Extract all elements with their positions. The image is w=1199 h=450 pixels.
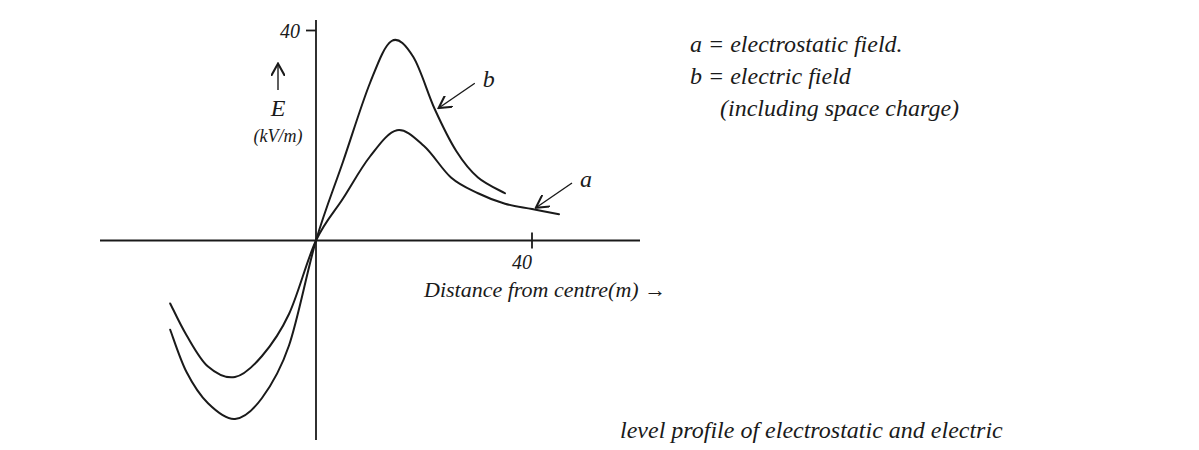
x-label: Distance from centre(m) → xyxy=(423,277,666,302)
y-axis xyxy=(315,20,317,440)
y-unit: (kV/m) xyxy=(254,126,303,147)
curve-b xyxy=(170,40,505,419)
y-tick xyxy=(306,30,316,32)
annotation: (including space charge) xyxy=(720,95,959,121)
curve-a xyxy=(170,130,559,377)
curves xyxy=(170,40,559,419)
y-label: E xyxy=(270,95,286,121)
chart: 40 40 E (kV/m) Distance from centre(m) → a b a … xyxy=(0,0,1199,450)
caption: level profile of electrostatic and elect… xyxy=(620,417,1003,443)
y-tick-label: 40 xyxy=(280,20,300,42)
curve-label-arrow xyxy=(537,183,572,207)
curve-label: a xyxy=(580,166,592,192)
y-label-arrow xyxy=(277,65,278,90)
curve-label-arrow xyxy=(440,83,475,107)
x-axis xyxy=(100,240,640,242)
annotation: b = electric field xyxy=(690,63,852,89)
x-tick-label: 40 xyxy=(512,251,532,273)
curve-label: b xyxy=(483,66,495,92)
x-tick xyxy=(531,233,533,249)
annotation: a = electrostatic field. xyxy=(690,31,903,57)
